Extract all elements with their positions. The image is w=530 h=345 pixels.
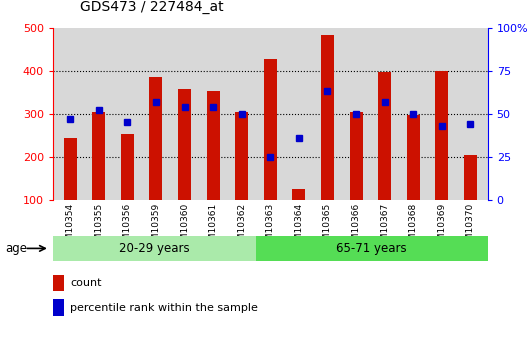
Bar	[178, 89, 191, 200]
Text: 20-29 years: 20-29 years	[119, 242, 190, 255]
Bar	[53, 275, 64, 291]
Text: percentile rank within the sample: percentile rank within the sample	[70, 303, 258, 313]
Bar	[64, 138, 77, 200]
Bar	[92, 112, 105, 200]
Text: GDS473 / 227484_at: GDS473 / 227484_at	[80, 0, 223, 14]
Bar	[207, 90, 219, 200]
Bar	[321, 35, 334, 200]
FancyBboxPatch shape	[53, 236, 256, 261]
Bar	[264, 59, 277, 200]
Bar	[53, 299, 64, 316]
Bar	[235, 112, 248, 200]
Bar	[464, 155, 477, 200]
FancyBboxPatch shape	[256, 236, 488, 261]
Text: 65-71 years: 65-71 years	[337, 242, 407, 255]
Bar	[407, 115, 420, 200]
Bar	[350, 112, 363, 200]
Text: count: count	[70, 278, 102, 288]
Bar	[149, 77, 162, 200]
Text: age: age	[5, 242, 28, 255]
Bar	[293, 189, 305, 200]
Bar	[121, 134, 134, 200]
Bar	[436, 71, 448, 200]
Bar	[378, 72, 391, 200]
